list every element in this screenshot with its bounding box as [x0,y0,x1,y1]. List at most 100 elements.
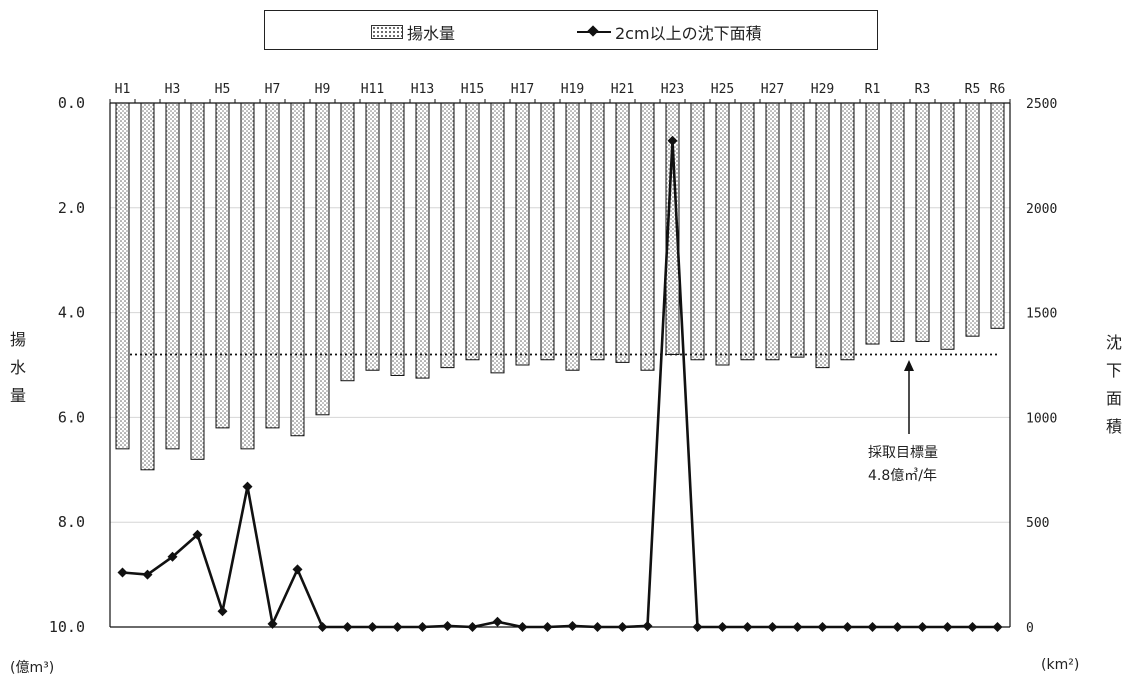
bar-R3 [915,102,930,342]
bar-H19 [565,102,580,371]
bar-H16 [490,102,505,374]
line-point-H3 [167,551,178,562]
target-annotation-line2: 4.8億㎥/年 [868,468,937,484]
x-tick-label-H11: H11 [361,82,384,97]
line-point-H23 [667,135,678,146]
legend-item-line: 2cm以上の沈下面積 [577,20,762,44]
bar-H25 [715,102,730,366]
x-tick-label-H13: H13 [411,82,434,97]
right-tick-label: 2500 [1026,97,1057,112]
x-tick-label-H15: H15 [461,82,484,97]
right-axis-title-char: 積 [1105,417,1122,436]
bar-H7 [265,102,280,429]
x-tick-label-H19: H19 [561,82,584,97]
bar-H20 [590,102,605,361]
x-tick-label-H29: H29 [811,82,834,97]
legend: 揚水量 2cm以上の沈下面積 [264,10,878,50]
bar-R4 [940,102,955,350]
line-point-H4 [192,529,203,540]
line-diamond-swatch-icon [577,25,611,39]
bar-H13 [415,102,430,379]
right-axis-unit: (km²) [1041,657,1080,673]
right-axis-title: 沈下面積 [1104,329,1124,441]
x-tick-label-R3: R3 [915,82,931,97]
left-tick-label: 0.0 [58,94,85,112]
x-tick-label-H21: H21 [611,82,634,97]
bar-H28 [790,102,805,358]
dotted-bar-swatch-icon [371,25,403,39]
x-tick-label-H7: H7 [265,82,281,97]
left-axis-title-char: 量 [9,386,26,405]
bar-H3 [165,102,180,450]
right-axis-title-char: 面 [1105,389,1122,408]
legend-bar-label: 揚水量 [407,24,456,43]
right-axis-title-char: 下 [1105,361,1122,380]
bar-R6 [990,102,1005,329]
legend-line-label: 2cm以上の沈下面積 [615,24,762,43]
target-line [130,353,1000,434]
legend-item-bar: 揚水量 [371,20,455,44]
right-tick-label: 1500 [1026,307,1057,322]
line-point-H5 [217,606,228,617]
right-tick-label: 500 [1026,516,1049,531]
x-tick-label-H1: H1 [115,82,131,97]
x-tick-label-R5: R5 [965,82,981,97]
line-point-H22 [642,620,653,631]
target-annotation-line1: 採取目標量 [868,445,938,461]
annotation-arrow-head [904,360,914,371]
right-tick-label: 1000 [1026,411,1057,426]
right-tick-label: 2000 [1026,202,1057,217]
x-tick-label-H27: H27 [761,82,784,97]
bar-H26 [740,102,755,361]
axes [109,99,1011,628]
bar-H9 [315,102,330,416]
line-point-H7 [267,618,278,629]
left-tick-label: 2.0 [58,199,85,217]
bar-H27 [765,102,780,361]
x-tick-label-H5: H5 [215,82,231,97]
line-point-H19 [567,620,578,631]
bar-R2 [890,102,905,342]
line-point-H8 [292,564,303,575]
left-axis-title: 揚水量 [8,326,28,410]
bar-H5 [215,102,230,429]
line-point-H14 [442,620,453,631]
left-axis-title-char: 水 [9,358,26,377]
bar-H12 [390,102,405,376]
bar-H17 [515,102,530,366]
x-tick-label-H23: H23 [661,82,684,97]
bar-R1 [865,102,880,345]
bar-H6 [240,102,255,450]
left-tick-label: 8.0 [58,513,85,531]
bar-H10 [340,102,355,382]
x-tick-label-R1: R1 [865,82,881,97]
bar-R5 [965,102,980,337]
x-tick-label-H17: H17 [511,82,534,97]
left-axis-title-char: 揚 [9,330,26,349]
bar-H22 [640,102,655,371]
bar-H1 [115,102,130,450]
x-tick-label-H9: H9 [315,82,331,97]
line-point-H2 [142,569,153,580]
bar-H4 [190,102,205,460]
bar-series [115,102,1005,471]
gridlines [110,207,1010,523]
line-point-H1 [117,567,128,578]
bar-H2 [140,102,155,471]
x-tick-label-R6: R6 [990,82,1006,97]
left-tick-label: 10.0 [49,618,85,636]
bar-H8 [290,102,305,437]
line-point-H16 [492,616,503,627]
x-tick-label-H25: H25 [711,82,734,97]
bar-H15 [465,102,480,361]
bar-H11 [365,102,380,371]
bar-H29 [815,102,830,369]
target-annotation: 採取目標量 4.8億㎥/年 [868,442,938,488]
bar-H24 [690,102,705,361]
x-tick-label-H3: H3 [165,82,181,97]
right-tick-label: 0 [1026,621,1034,636]
bar-H30 [840,102,855,361]
right-axis-title-char: 沈 [1105,333,1122,352]
bar-H18 [540,102,555,361]
